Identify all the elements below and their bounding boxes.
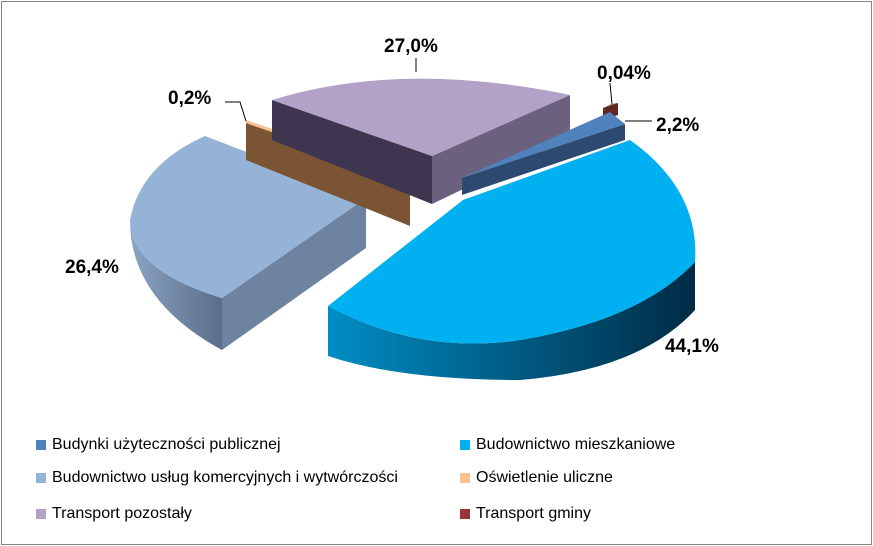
label-44-1: 44,1%: [665, 336, 719, 357]
legend-item-budynki: Budynki użyteczności publicznej: [36, 436, 281, 454]
legend-item-transport-pozostaly: Transport pozostały: [36, 505, 192, 523]
legend-item-oswietlenie: Oświetlenie uliczne: [460, 469, 613, 487]
legend-swatch: [36, 440, 46, 450]
legend-label: Oświetlenie uliczne: [476, 469, 613, 486]
label-0-04: 0,04%: [597, 63, 651, 84]
slice-budynki: [462, 112, 625, 195]
legend-item-budownictwo-mieszkaniowe: Budownictwo mieszkaniowe: [460, 436, 675, 454]
legend-item-budownictwo-uslug: Budownictwo usług komercyjnych i wytwórc…: [36, 469, 398, 487]
legend-swatch: [460, 440, 470, 450]
legend-swatch: [36, 509, 46, 519]
leader-0-04: [609, 82, 613, 105]
legend-label: Transport pozostały: [52, 505, 192, 522]
legend-swatch: [460, 509, 470, 519]
legend-swatch: [460, 473, 470, 483]
pie-chart: 27,0% 0,04% 0,2% 2,2% 26,4% 44,1%: [65, 36, 719, 380]
legend-label: Budynki użyteczności publicznej: [52, 436, 281, 453]
label-2-2: 2,2%: [656, 115, 699, 136]
leader-lines: [225, 58, 652, 122]
legend-label: Budownictwo usług komercyjnych i wytwórc…: [52, 469, 398, 486]
label-0-2: 0,2%: [168, 88, 211, 109]
legend: Budynki użyteczności publicznej Budownic…: [0, 430, 873, 540]
label-26-4: 26,4%: [65, 257, 119, 278]
legend-label: Transport gminy: [476, 505, 591, 522]
legend-item-transport-gminy: Transport gminy: [460, 505, 591, 523]
slice-budownictwo-mieszkaniowe: [328, 140, 696, 380]
leader-0-2: [225, 101, 247, 122]
label-27-0: 27,0%: [384, 36, 438, 57]
legend-swatch: [36, 473, 46, 483]
legend-label: Budownictwo mieszkaniowe: [476, 436, 676, 453]
